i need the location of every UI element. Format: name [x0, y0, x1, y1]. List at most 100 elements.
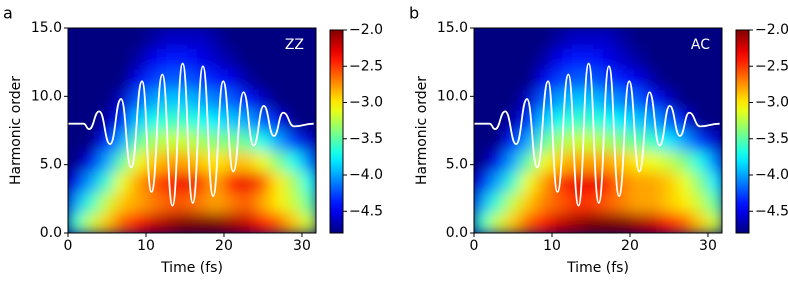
heatmap-cell	[551, 48, 569, 70]
heatmap-cell	[254, 191, 272, 213]
heatmap-cell	[207, 109, 225, 131]
heatmap-cell	[660, 191, 678, 213]
heatmap-cell	[239, 28, 256, 49]
heatmap-cell	[707, 89, 722, 111]
annotation: AC	[691, 37, 710, 53]
heatmap-cell	[676, 89, 693, 111]
heatmap-cell	[176, 48, 194, 70]
heatmap-cells	[68, 28, 316, 233]
colorbar-tick-label: −4.5	[349, 203, 383, 219]
heatmap-cell	[254, 28, 272, 49]
heatmap-cell	[535, 130, 553, 152]
heatmap-cell	[285, 48, 303, 70]
colorbar-tick-label: −3.0	[755, 95, 788, 111]
heatmap-cell	[301, 48, 316, 70]
heatmap-cell	[598, 150, 615, 172]
heatmap-cell	[520, 212, 537, 233]
heatmap-cell	[660, 150, 678, 172]
heatmap-cell	[582, 109, 600, 131]
heatmap-cell	[223, 212, 241, 233]
heatmap-cell	[68, 48, 85, 70]
heatmap-cell	[161, 150, 178, 172]
heatmap-cell	[598, 48, 615, 70]
heatmap-cell	[68, 28, 85, 49]
heatmap-cell	[285, 191, 303, 213]
heatmap-cell	[582, 150, 600, 172]
heatmap-cell	[691, 171, 709, 193]
heatmap-cell	[474, 48, 491, 70]
heatmap-cell	[489, 191, 506, 213]
heatmap-cell	[68, 191, 85, 213]
heatmap-cell	[567, 212, 584, 233]
heatmap-cell	[474, 109, 491, 131]
heatmap-cell	[254, 68, 272, 90]
heatmap-cell	[129, 109, 147, 131]
x-axis-label: Time (fs)	[160, 260, 223, 276]
heatmap-cell	[551, 68, 569, 90]
heatmap-cell	[707, 150, 722, 172]
heatmap-cell	[129, 150, 147, 172]
heatmap-cell	[161, 212, 178, 233]
heatmap-cell	[223, 28, 241, 49]
heatmap-cell	[285, 28, 303, 49]
heatmap-cell	[551, 130, 569, 152]
heatmap-cell	[474, 68, 491, 90]
heatmap-cell	[114, 68, 131, 90]
heatmap-cell	[691, 150, 709, 172]
heatmap-cell	[114, 109, 131, 131]
y-tick-label: 10.0	[437, 88, 468, 104]
heatmap-cell	[301, 68, 316, 90]
colorbar	[329, 29, 344, 234]
heatmap-cell	[176, 150, 194, 172]
heatmap-cell	[223, 171, 241, 193]
heatmap-cell	[239, 48, 256, 70]
heatmap-cell	[629, 171, 647, 193]
heatmap-cell	[645, 28, 662, 49]
heatmap-cell	[660, 48, 678, 70]
heatmap-cell	[535, 48, 553, 70]
heatmap-cell	[270, 48, 287, 70]
heatmap-cell	[239, 89, 256, 111]
heatmap-cell	[68, 89, 85, 111]
heatmap-cell	[567, 109, 584, 131]
heatmap-cell	[645, 109, 662, 131]
heatmap-cell	[145, 130, 163, 152]
field-line	[68, 62, 314, 207]
heatmap-cell	[676, 212, 693, 233]
heatmap-cell	[474, 212, 491, 233]
heatmap-cell	[98, 191, 116, 213]
heatmap-cell	[489, 171, 506, 193]
heatmap-cell	[145, 150, 163, 172]
heatmap-cell	[129, 68, 147, 90]
heatmap-cell	[676, 68, 693, 90]
colorbar-tick-label: −3.5	[755, 131, 788, 147]
panel: 0 10 20 30 0.0 5.0 10.0 15.0 Time (fs) Harmonic o…	[409, 4, 788, 277]
heatmap-cell	[254, 212, 272, 233]
heatmap-cell	[598, 130, 615, 152]
heatmap-cell	[613, 212, 631, 233]
heatmap-cell	[474, 89, 491, 111]
heatmap-cell	[207, 28, 225, 49]
heatmap	[474, 28, 722, 233]
field-line	[474, 62, 720, 207]
heatmap-cell	[676, 150, 693, 172]
x-tick-label: 10	[137, 238, 155, 254]
heatmap-cell	[567, 48, 584, 70]
heatmap-cell	[285, 89, 303, 111]
heatmap-cell	[83, 130, 100, 152]
heatmap-cell	[145, 109, 163, 131]
heatmap-cell	[239, 191, 256, 213]
heatmap-cell	[504, 191, 522, 213]
heatmap-cell	[474, 150, 491, 172]
heatmap-cell	[114, 212, 131, 233]
heatmap-cell	[129, 130, 147, 152]
heatmap-cell	[613, 89, 631, 111]
heatmap-cell	[254, 130, 272, 152]
heatmap-cell	[629, 130, 647, 152]
heatmap-cell	[489, 68, 506, 90]
heatmap-cell	[129, 48, 147, 70]
heatmap-cell	[254, 150, 272, 172]
heatmap-cell	[223, 109, 241, 131]
heatmap-cell	[489, 89, 506, 111]
